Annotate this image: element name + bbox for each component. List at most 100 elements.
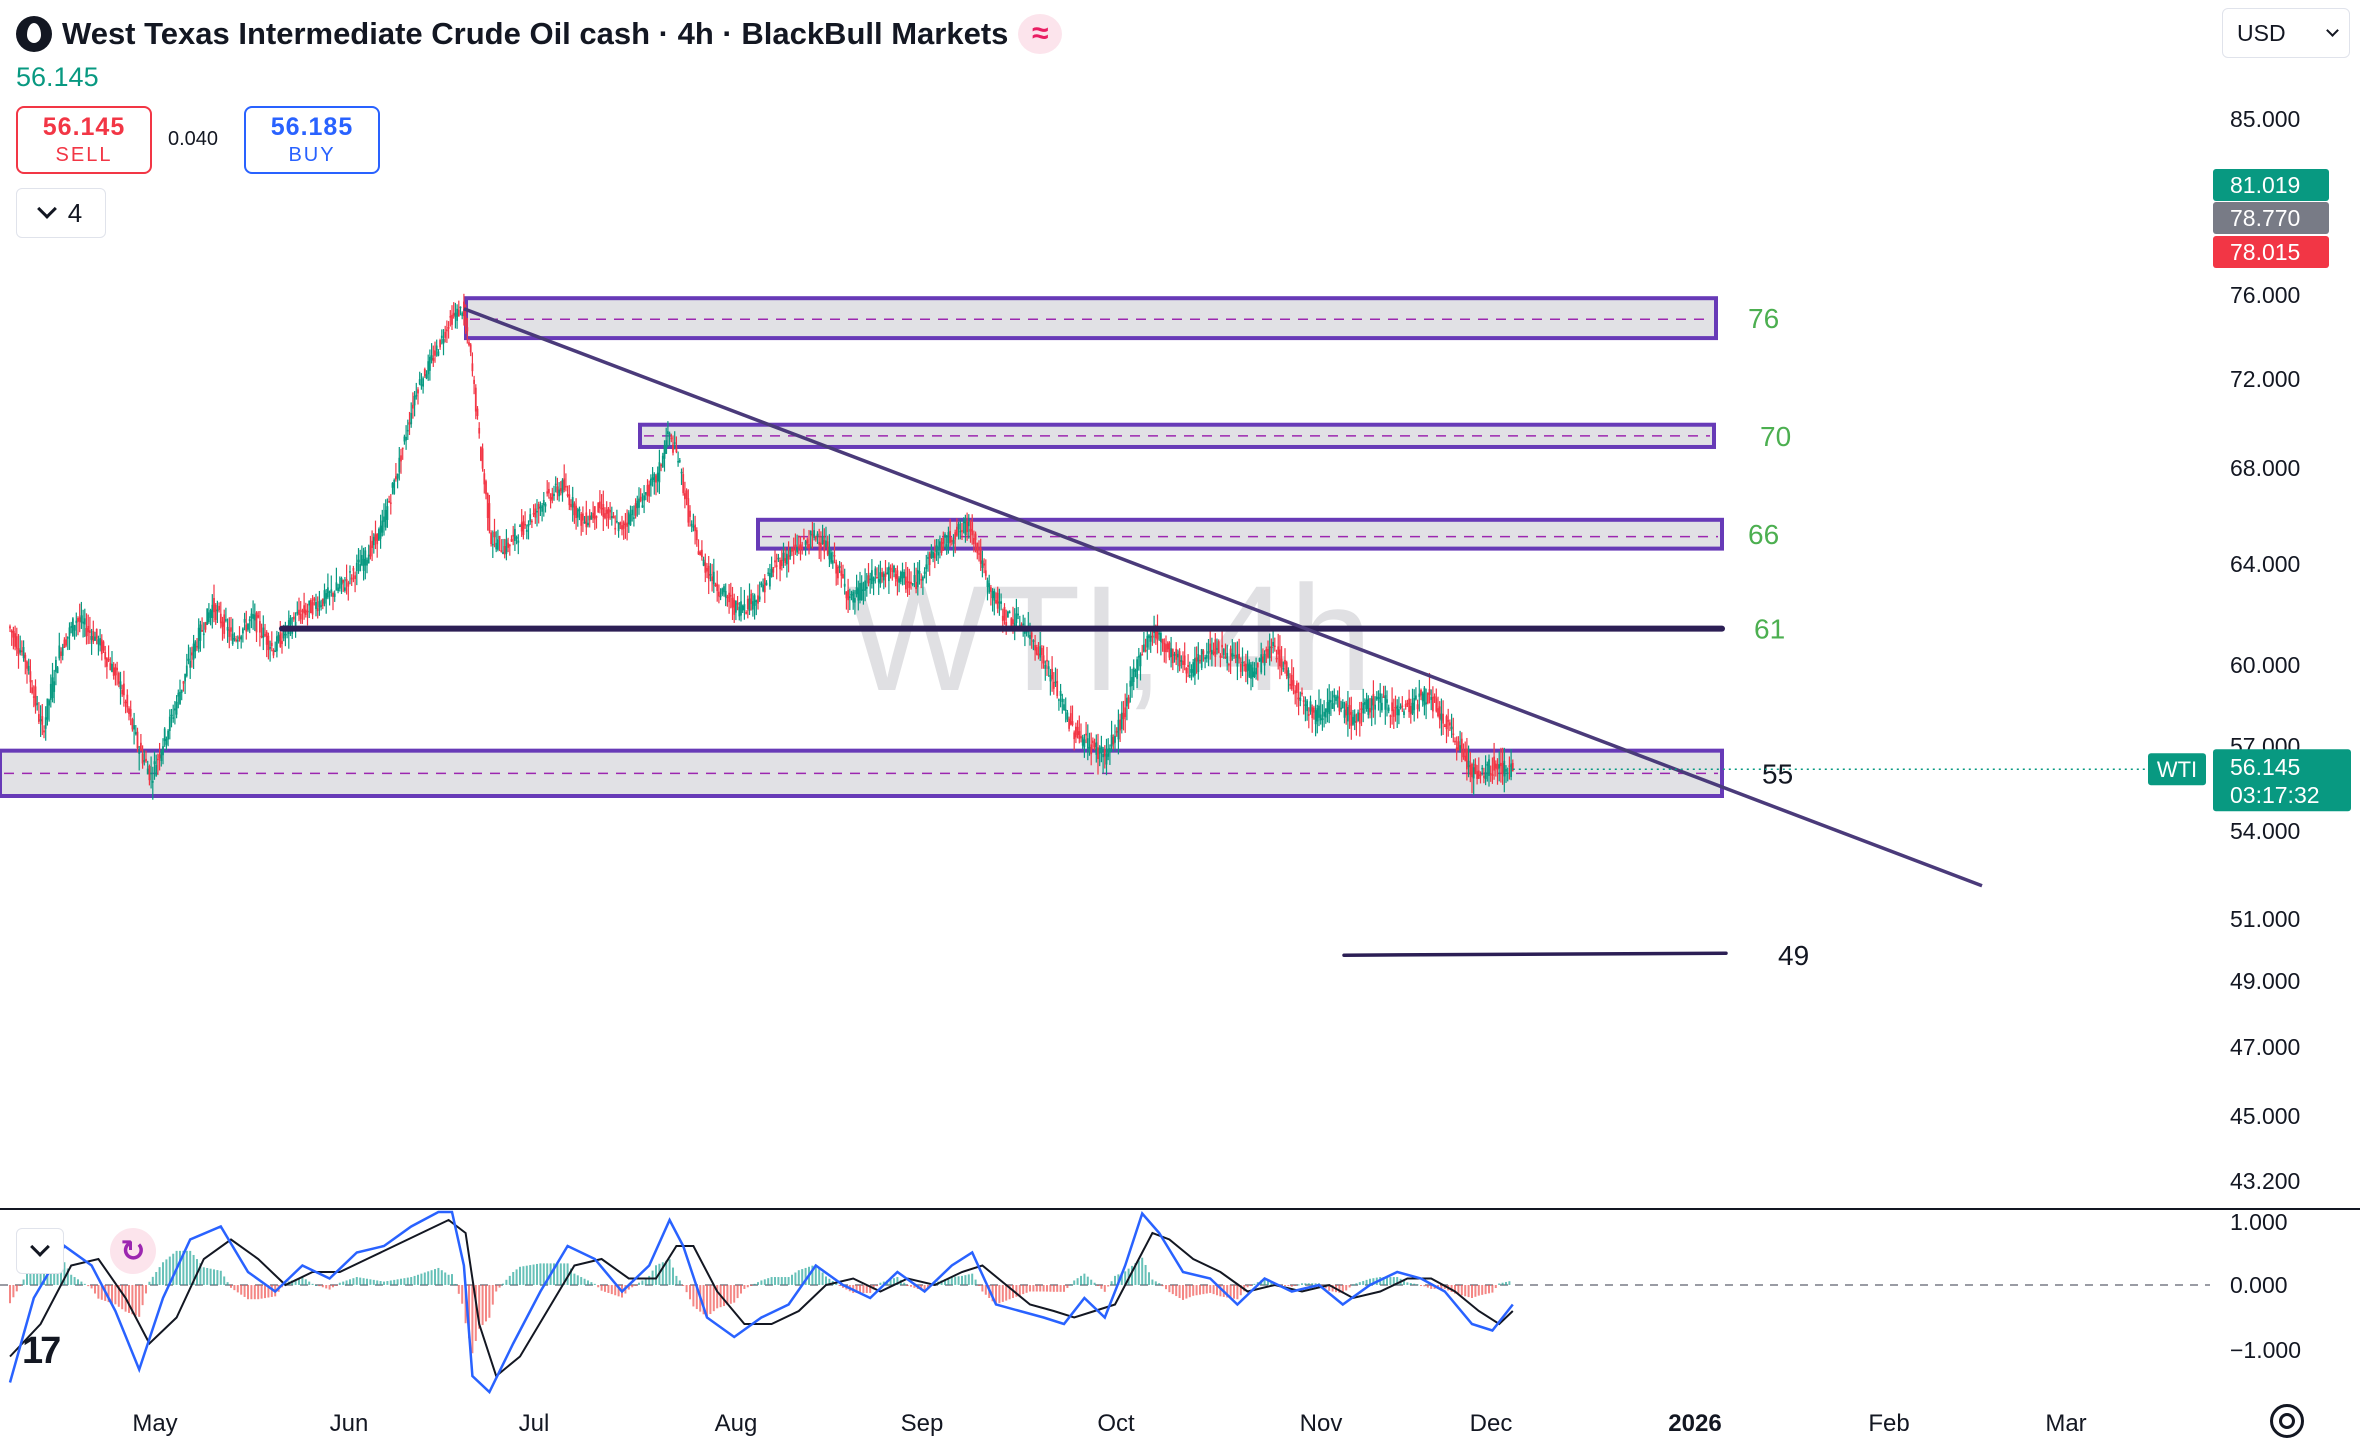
candle-body bbox=[922, 576, 924, 581]
candle-body bbox=[874, 568, 877, 576]
candle-body bbox=[177, 692, 180, 697]
candle-body bbox=[1450, 726, 1453, 730]
histogram-bar bbox=[233, 1285, 236, 1291]
histogram-bar bbox=[236, 1285, 239, 1293]
candle-body bbox=[162, 746, 164, 756]
candle-body bbox=[434, 350, 436, 356]
tradingview-logo-icon[interactable]: 17 bbox=[22, 1330, 61, 1372]
candle-body bbox=[133, 725, 135, 730]
candle-body bbox=[592, 512, 594, 519]
histogram-bar bbox=[590, 1282, 593, 1285]
histogram-bar bbox=[515, 1269, 518, 1285]
candle-body bbox=[1409, 705, 1412, 715]
candle-body bbox=[311, 602, 314, 615]
trendline[interactable] bbox=[463, 307, 1983, 888]
candle-body bbox=[1185, 667, 1188, 674]
time-axis[interactable]: May Jun Jul Aug Sep Oct Nov Dec 2026 Feb Mar bbox=[132, 1410, 2086, 1437]
candle-body bbox=[903, 571, 906, 578]
histogram-bar bbox=[60, 1261, 62, 1285]
candle-body bbox=[1148, 635, 1150, 639]
candle-body bbox=[488, 503, 491, 531]
histogram-bar bbox=[1107, 1285, 1110, 1287]
histogram-bar bbox=[1046, 1285, 1048, 1292]
candle-body bbox=[587, 522, 589, 526]
candle-body bbox=[1153, 630, 1155, 634]
currency-select[interactable]: USD bbox=[2222, 8, 2350, 58]
candle-body bbox=[1304, 704, 1307, 706]
candle-body bbox=[588, 515, 591, 521]
histogram-bar bbox=[1498, 1283, 1501, 1285]
candle-body bbox=[1369, 707, 1371, 713]
candle-body bbox=[1484, 772, 1487, 779]
candle-body bbox=[908, 581, 911, 588]
candle-body bbox=[726, 596, 729, 599]
indicators-toggle-button[interactable]: 4 bbox=[16, 188, 106, 238]
histogram-bar bbox=[903, 1282, 906, 1285]
candle-body bbox=[119, 681, 122, 690]
buy-button[interactable]: 56.185 BUY bbox=[244, 106, 380, 174]
candle-body bbox=[1438, 706, 1441, 720]
histogram-bar bbox=[1467, 1285, 1470, 1298]
candle-body bbox=[979, 547, 982, 564]
candle-body bbox=[1336, 695, 1339, 699]
symbol-header[interactable]: West Texas Intermediate Crude Oil cash ·… bbox=[16, 14, 1063, 54]
candle-body bbox=[514, 528, 516, 541]
histogram-bar bbox=[304, 1279, 307, 1285]
candle-body bbox=[1221, 644, 1223, 648]
candle-body bbox=[294, 621, 297, 628]
settings-icon[interactable] bbox=[2270, 1404, 2304, 1438]
candle-body bbox=[784, 558, 787, 563]
candle-body bbox=[1042, 655, 1045, 664]
candle-body bbox=[17, 648, 20, 654]
candle-body bbox=[1183, 655, 1186, 665]
candle-body bbox=[1360, 708, 1363, 710]
candle-body bbox=[196, 645, 198, 648]
candle-body bbox=[1318, 705, 1320, 718]
candle-body bbox=[1469, 764, 1472, 775]
histogram-bar bbox=[784, 1277, 787, 1285]
candle-body bbox=[1375, 696, 1378, 700]
candle-body bbox=[561, 479, 564, 494]
candle-body bbox=[775, 565, 778, 567]
candle-body bbox=[1204, 657, 1206, 660]
histogram-bar bbox=[978, 1285, 980, 1286]
candle-body bbox=[284, 633, 287, 636]
candle-body bbox=[1406, 702, 1409, 705]
candle-body bbox=[787, 555, 790, 560]
time-tick-label: Oct bbox=[1097, 1410, 1135, 1437]
histogram-bar bbox=[488, 1285, 491, 1318]
refresh-icon[interactable]: ↻ bbox=[110, 1228, 156, 1274]
candle-body bbox=[1207, 651, 1210, 654]
candle-body bbox=[682, 474, 685, 494]
histogram-bar bbox=[158, 1267, 161, 1285]
candle-body bbox=[157, 758, 159, 761]
histogram-bar bbox=[763, 1279, 766, 1285]
candle-body bbox=[182, 681, 185, 684]
histogram-bar bbox=[315, 1285, 317, 1286]
sell-button[interactable]: 56.145 SELL bbox=[16, 106, 152, 174]
histogram-bar bbox=[1284, 1285, 1286, 1286]
candle-body bbox=[882, 573, 885, 581]
histogram-bar bbox=[896, 1277, 899, 1285]
candle-body bbox=[833, 555, 836, 557]
histogram-bar bbox=[168, 1256, 171, 1285]
histogram-bar bbox=[1212, 1285, 1215, 1295]
candle-body bbox=[1479, 774, 1482, 777]
histogram-bar bbox=[77, 1279, 79, 1285]
candle-body bbox=[706, 567, 708, 572]
candle-body bbox=[124, 701, 127, 704]
candle-body bbox=[49, 683, 52, 700]
candle-body bbox=[605, 509, 608, 514]
wave-icon[interactable]: ≈ bbox=[1018, 14, 1063, 54]
candle-body bbox=[1182, 660, 1184, 665]
candle-body bbox=[1437, 708, 1439, 717]
candle-body bbox=[792, 548, 795, 551]
histogram-bar bbox=[253, 1285, 256, 1300]
candle-body bbox=[1236, 654, 1239, 667]
candle-body bbox=[1279, 649, 1281, 667]
candle-body bbox=[405, 436, 407, 441]
oscillator-collapse-button[interactable] bbox=[16, 1228, 64, 1274]
histogram-bar bbox=[593, 1283, 596, 1285]
histogram-bar bbox=[335, 1285, 338, 1286]
